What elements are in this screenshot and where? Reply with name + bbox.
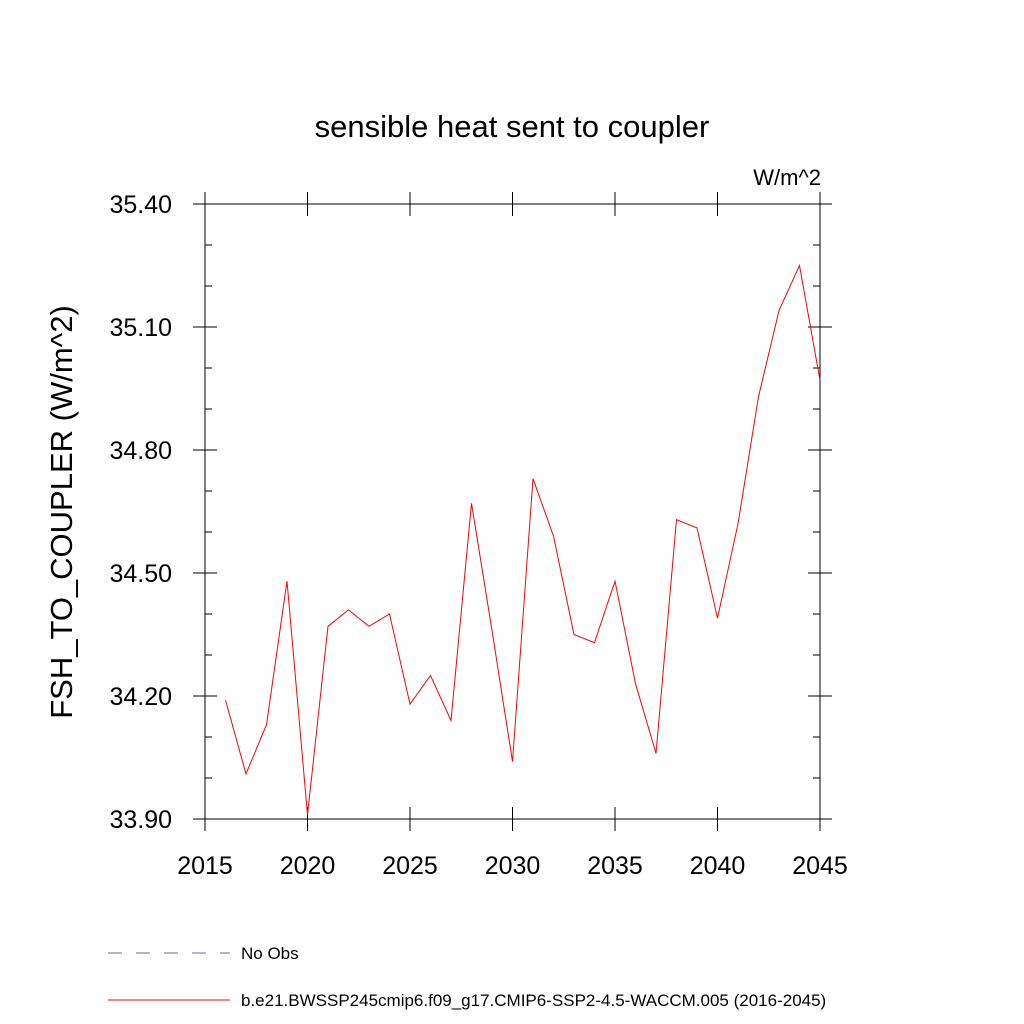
series-line <box>225 263 821 815</box>
y-tick-label: 34.80 <box>109 437 172 465</box>
legend-label: b.e21.BWSSP245cmip6.f09_g17.CMIP6-SSP2-4… <box>241 991 826 1010</box>
x-tick-label: 2045 <box>792 852 848 880</box>
x-tick-label: 2035 <box>587 852 643 880</box>
units-label: W/m^2 <box>753 165 821 190</box>
legend: No Obs b.e21.BWSSP245cmip6.f09_g17.CMIP6-… <box>108 944 826 1010</box>
x-tick-label: 2015 <box>177 852 233 880</box>
y-tick-label: 33.90 <box>109 806 172 834</box>
y-axis-label: FSH_TO_COUPLER (W/m^2) <box>44 305 79 719</box>
chart-title: sensible heat sent to coupler <box>315 109 710 144</box>
x-tick-label: 2020 <box>280 852 336 880</box>
y-tick-label: 35.40 <box>109 191 172 219</box>
axes: 2015 2020 2025 2030 2035 2040 2045 33.90 34.20 34… <box>109 191 847 880</box>
x-tick-label: 2040 <box>690 852 746 880</box>
plot-frame <box>204 203 821 820</box>
y-tick-label: 34.50 <box>109 560 172 588</box>
legend-label: No Obs <box>241 944 299 963</box>
series-layer <box>225 263 821 815</box>
x-tick-label: 2025 <box>382 852 438 880</box>
y-tick-label: 35.10 <box>109 314 172 342</box>
y-tick-label: 34.20 <box>109 683 172 711</box>
x-tick-label: 2030 <box>485 852 541 880</box>
